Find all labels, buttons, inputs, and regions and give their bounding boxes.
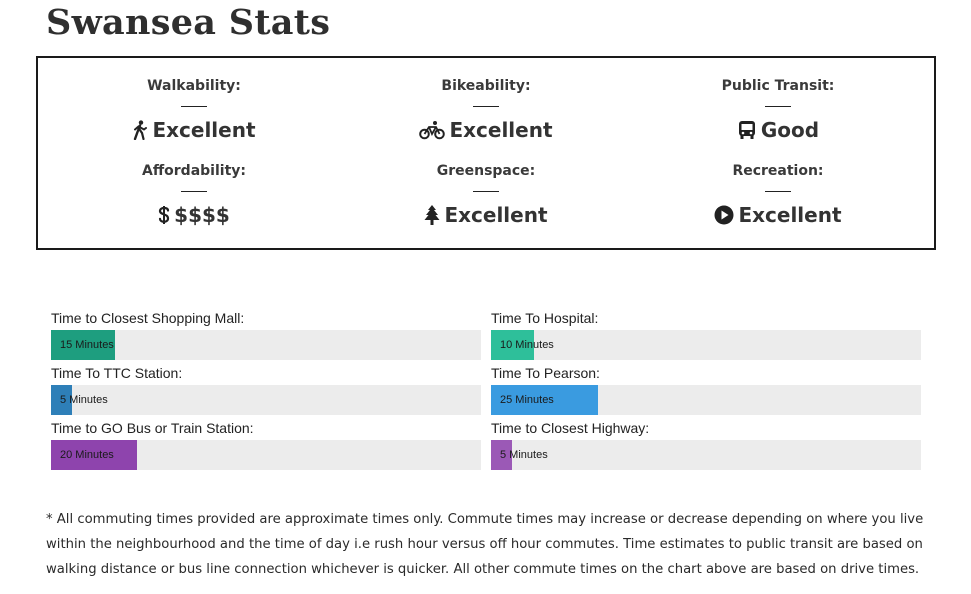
progress-fill [491,440,513,470]
stat-walkability: Walkability: Excellent [64,77,324,145]
stat-label-affordability: Affordability: [141,163,246,179]
progress-text: 5 Minutes [60,394,108,406]
progress-text: 25 Minutes [500,394,554,406]
stat-value-walkability: Excellent [152,118,256,142]
progress-bar: 20 Minutes [51,440,481,470]
walking-icon [132,120,148,140]
stat-bikeability: Bikeability: Excellent [356,77,616,145]
stat-label-recreation: Recreation: [732,163,824,179]
commute-label: Time To Hospital: [491,310,599,326]
progress-bar: 5 Minutes [491,440,921,470]
stat-affordability: Affordability: $$$$ [64,162,324,230]
progress-text: 20 Minutes [60,449,114,461]
tree-icon [424,205,440,225]
progress-bar: 15 Minutes [51,330,481,360]
progress-bar: 10 Minutes [491,330,921,360]
stat-value-public-transit: Good [760,118,820,142]
stat-label-greenspace: Greenspace: [436,163,536,179]
commute-label: Time To TTC Station: [51,365,183,381]
progress-bar: 25 Minutes [491,385,921,415]
stat-label-bikeability: Bikeability: [441,78,531,94]
stat-recreation: Recreation: Excellent [648,162,908,230]
stats-panel: Walkability: Excellent Bikeability: [36,56,936,250]
commute-disclaimer: * All commuting times provided are appro… [46,512,924,577]
stat-public-transit: Public Transit: Good [648,77,908,145]
progress-fill [491,330,534,360]
stat-divider [765,191,791,192]
stat-greenspace: Greenspace: Excellent [356,162,616,230]
stat-value-bikeability: Excellent [449,118,553,142]
progress-text: 5 Minutes [500,449,548,461]
progress-text: 10 Minutes [500,339,554,351]
commute-label: Time To Pearson: [491,365,600,381]
progress-fill [51,330,116,360]
stat-divider [473,106,499,107]
stat-label-public-transit: Public Transit: [721,78,835,94]
progress-bar: 5 Minutes [51,385,481,415]
dollar-icon [158,205,170,225]
stat-value-recreation: Excellent [738,203,842,227]
commute-label: Time to Closest Shopping Mall: [51,310,245,326]
stat-value-greenspace: Excellent [444,203,548,227]
commute-label: Time to Closest Highway: [491,420,650,436]
stat-divider [765,106,791,107]
bicycle-icon [419,120,446,140]
play-icon [714,205,734,225]
progress-text: 15 Minutes [60,339,114,351]
page-title: Swansea Stats [46,2,331,43]
stat-divider [181,191,207,192]
progress-fill [51,440,137,470]
bus-icon [737,120,757,140]
progress-fill [51,385,73,415]
stat-label-walkability: Walkability: [147,78,241,94]
progress-fill [491,385,599,415]
stat-value-affordability: $$$$ [174,203,230,227]
stat-divider [473,191,499,192]
commute-label: Time to GO Bus or Train Station: [51,420,254,436]
stat-divider [181,106,207,107]
